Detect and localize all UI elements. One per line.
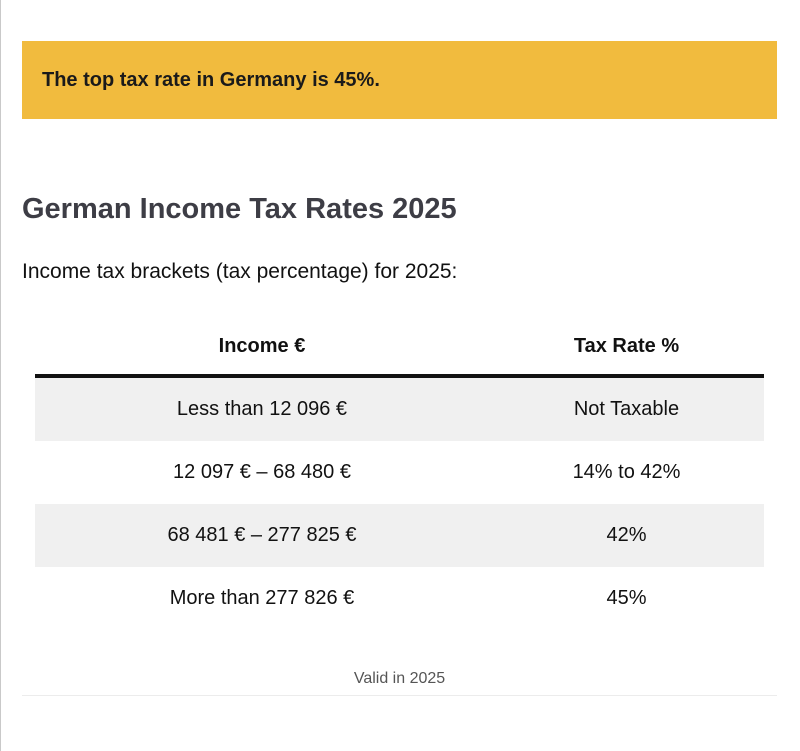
tax-brackets-table: Income € Tax Rate % Less than 12 096 € N…: [35, 318, 764, 630]
tax-rate-cell: Not Taxable: [489, 376, 764, 441]
tax-rate-cell: 45%: [606, 587, 647, 609]
income-column-header: Income €: [35, 318, 489, 378]
table-row: More than 277 826 € 45%: [35, 567, 764, 630]
intro-text: Income tax brackets (tax percentage) for…: [22, 260, 458, 283]
tax-rate-column-header: Tax Rate %: [489, 318, 764, 378]
top-rate-notice: The top tax rate in Germany is 45%.: [22, 41, 777, 119]
table-caption: Valid in 2025: [353, 670, 446, 687]
income-cell: 12 097 € – 68 480 €: [173, 461, 351, 483]
income-cell: Less than 12 096 €: [35, 376, 489, 441]
table-header-row: Income € Tax Rate %: [35, 318, 764, 378]
bottom-divider: [22, 695, 777, 696]
tax-rate-cell: 42%: [489, 504, 764, 567]
table-row: 68 481 € – 277 825 € 42%: [35, 504, 764, 567]
page-left-border: [0, 0, 1, 751]
notice-text: The top tax rate in Germany is 45%.: [42, 68, 380, 91]
income-cell: 68 481 € – 277 825 €: [35, 504, 489, 567]
income-cell: More than 277 826 €: [169, 587, 355, 609]
table-row: Less than 12 096 € Not Taxable: [35, 376, 764, 441]
table-row: 12 097 € – 68 480 € 14% to 42%: [35, 441, 764, 504]
tax-rate-cell: 14% to 42%: [572, 461, 681, 483]
page-heading: German Income Tax Rates 2025: [22, 193, 457, 225]
